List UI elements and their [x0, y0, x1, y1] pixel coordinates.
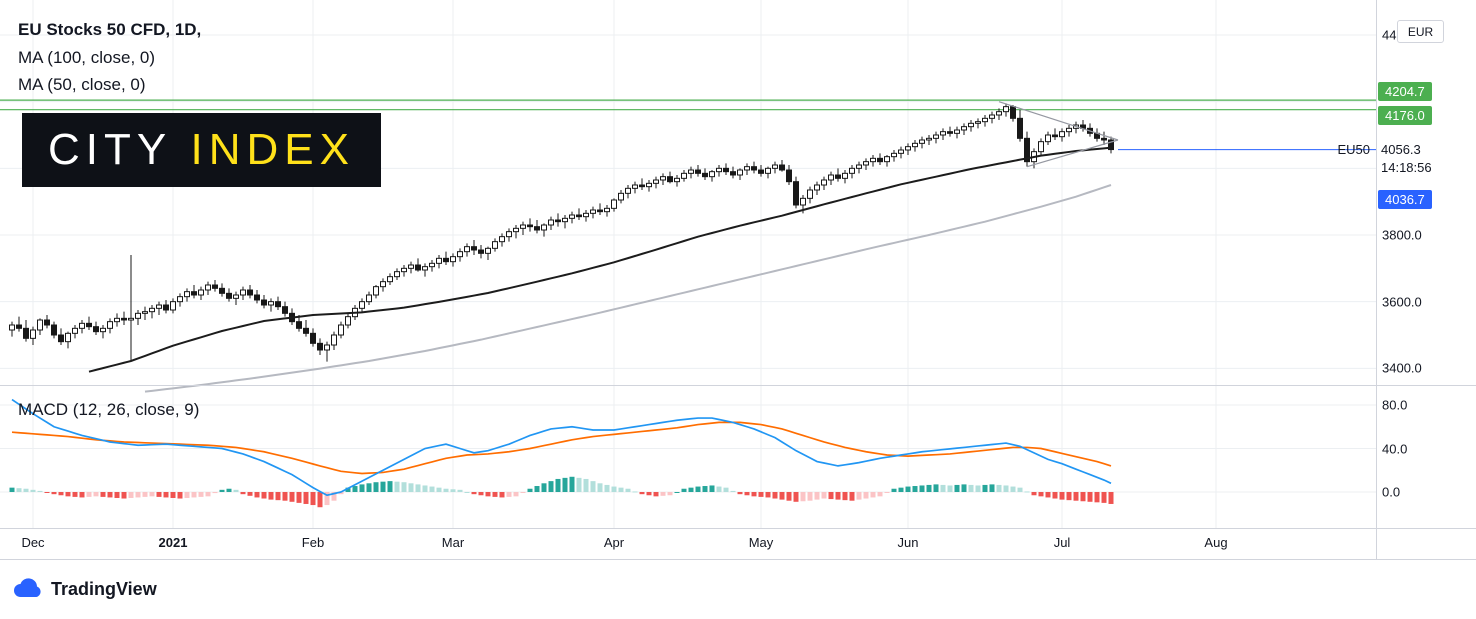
time-axis-label-dec: Dec — [21, 535, 45, 550]
time-axis-label-feb: Feb — [301, 535, 325, 550]
time-axis-label-mar: Mar — [441, 535, 465, 550]
chart-canvas[interactable] — [0, 0, 1476, 560]
city-logo-word-city: CITY — [48, 125, 173, 174]
price-line-countdown: 14:18:56 — [1381, 160, 1432, 175]
chart-legend: EU Stocks 50 CFD, 1D, MA (100, close, 0)… — [18, 20, 201, 102]
indicator-label-ma50[interactable]: MA (50, close, 0) — [18, 75, 146, 94]
time-axis-label-aug: Aug — [1204, 535, 1228, 550]
price-axis-tick: 3400.0 — [1382, 360, 1422, 376]
indicator-label-macd[interactable]: MACD (12, 26, close, 9) — [18, 400, 200, 419]
price-axis-tick: 3800.0 — [1382, 227, 1422, 243]
price-line-value-label: 4056.3 — [1381, 142, 1421, 157]
tradingview-attribution[interactable]: TradingView — [12, 577, 157, 601]
indicator-label-ma100[interactable]: MA (100, close, 0) — [18, 48, 156, 67]
currency-button[interactable]: EUR — [1397, 20, 1444, 43]
time-axis-label-jul: Jul — [1053, 535, 1071, 550]
price-badge-resistance_lower: 4176.0 — [1378, 106, 1432, 125]
macd-axis-tick: 80.0 — [1382, 397, 1408, 413]
macd-axis-tick: 0.0 — [1382, 484, 1401, 500]
price-badge-resistance_upper: 4204.7 — [1378, 82, 1432, 101]
price-axis-tick: 3600.0 — [1382, 294, 1422, 310]
time-axis-label-apr: Apr — [603, 535, 625, 550]
tradingview-brand-text: TradingView — [51, 578, 157, 599]
city-index-logo: CITY INDEX — [22, 113, 381, 187]
macd-axis-tick: 40.0 — [1382, 441, 1408, 456]
tradingview-cloud-icon — [14, 578, 41, 597]
time-axis-label-2021: 2021 — [158, 535, 188, 550]
price-line-symbol-label: EU50 — [1337, 142, 1370, 157]
time-axis-label-jun: Jun — [897, 535, 919, 550]
city-logo-word-index: INDEX — [190, 125, 355, 174]
price-badge-last_blue: 4036.7 — [1378, 190, 1432, 209]
time-axis-label-may: May — [748, 535, 774, 550]
chart-title[interactable]: EU Stocks 50 CFD, 1D, — [18, 20, 202, 39]
